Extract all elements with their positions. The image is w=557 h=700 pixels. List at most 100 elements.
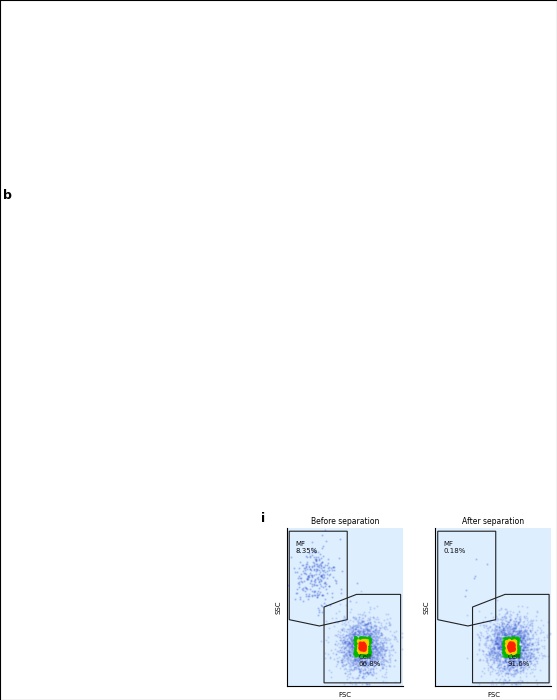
Point bbox=[501, 654, 510, 666]
Point bbox=[514, 647, 523, 658]
Point bbox=[507, 646, 516, 657]
Point bbox=[510, 634, 519, 645]
Point bbox=[513, 661, 522, 672]
Point bbox=[362, 650, 371, 662]
Point bbox=[306, 575, 315, 587]
Point bbox=[515, 624, 524, 636]
Point bbox=[510, 649, 519, 660]
Point bbox=[300, 582, 309, 593]
Text: g: g bbox=[390, 349, 399, 363]
Point bbox=[354, 637, 363, 648]
Point bbox=[503, 638, 512, 650]
Point bbox=[517, 640, 526, 651]
Point bbox=[497, 638, 506, 650]
Point bbox=[493, 629, 502, 641]
Point bbox=[509, 631, 518, 642]
Point bbox=[300, 564, 309, 575]
Point bbox=[508, 623, 517, 634]
Point bbox=[500, 643, 509, 654]
Point bbox=[530, 659, 539, 670]
Point bbox=[505, 652, 514, 664]
Point bbox=[346, 638, 355, 650]
Point bbox=[370, 628, 379, 639]
Point bbox=[519, 654, 527, 665]
Bar bbox=[480, 526, 497, 538]
Point bbox=[345, 646, 354, 657]
Point bbox=[355, 657, 364, 668]
Point bbox=[372, 653, 380, 664]
Point bbox=[513, 650, 522, 662]
Point bbox=[502, 640, 511, 651]
Point bbox=[530, 663, 539, 674]
Point bbox=[339, 679, 348, 690]
Point bbox=[355, 636, 364, 648]
Point bbox=[357, 642, 366, 653]
Point bbox=[494, 643, 503, 654]
Point bbox=[510, 653, 519, 664]
Point bbox=[501, 642, 510, 653]
Point bbox=[121, 498, 130, 509]
Point bbox=[514, 641, 523, 652]
Point bbox=[355, 637, 364, 648]
Point bbox=[501, 651, 510, 662]
Point bbox=[359, 634, 368, 645]
Point bbox=[509, 638, 518, 650]
Point bbox=[515, 646, 524, 657]
Point bbox=[505, 636, 514, 647]
Point bbox=[525, 650, 534, 662]
Text: **: ** bbox=[448, 366, 456, 375]
Point bbox=[359, 615, 368, 626]
Point bbox=[521, 624, 530, 636]
Point bbox=[510, 636, 519, 648]
Point bbox=[515, 645, 524, 656]
Point bbox=[368, 663, 377, 674]
Point bbox=[507, 634, 516, 645]
Point bbox=[509, 638, 517, 649]
Point bbox=[493, 659, 502, 671]
Point bbox=[359, 634, 368, 645]
Point bbox=[366, 647, 375, 658]
Point bbox=[80, 509, 89, 520]
Point bbox=[519, 646, 528, 657]
Point bbox=[507, 645, 516, 656]
Point bbox=[382, 641, 391, 652]
Point bbox=[495, 640, 504, 652]
Bar bbox=[46, 547, 102, 606]
Point bbox=[508, 640, 517, 651]
Point bbox=[501, 636, 510, 648]
Point bbox=[350, 650, 359, 661]
Point bbox=[348, 636, 356, 647]
Point bbox=[316, 575, 325, 587]
Point bbox=[351, 635, 360, 646]
Point bbox=[361, 632, 370, 643]
Point bbox=[369, 643, 378, 655]
Point bbox=[153, 399, 162, 410]
Point bbox=[365, 625, 374, 636]
Point bbox=[364, 650, 373, 661]
Point bbox=[369, 640, 378, 652]
Point bbox=[353, 673, 362, 684]
Point bbox=[359, 632, 368, 643]
Point bbox=[360, 655, 369, 666]
Point bbox=[491, 629, 500, 641]
Point bbox=[485, 615, 494, 626]
Point bbox=[500, 638, 509, 649]
Point bbox=[362, 642, 371, 653]
Point bbox=[352, 650, 361, 661]
Point bbox=[503, 649, 512, 660]
Point bbox=[373, 657, 382, 668]
Point bbox=[488, 678, 497, 690]
Point bbox=[341, 648, 350, 659]
Point bbox=[361, 618, 370, 629]
Text: IL-2/
Ab/DC@MF: IL-2/ Ab/DC@MF bbox=[497, 547, 528, 573]
Point bbox=[314, 560, 323, 571]
Point bbox=[355, 637, 364, 648]
Point bbox=[530, 636, 539, 648]
Point bbox=[344, 644, 353, 655]
Point bbox=[516, 635, 525, 646]
Point bbox=[521, 653, 530, 664]
Point bbox=[359, 620, 368, 631]
Point bbox=[514, 640, 522, 651]
Point bbox=[355, 634, 364, 645]
Point bbox=[516, 625, 525, 636]
